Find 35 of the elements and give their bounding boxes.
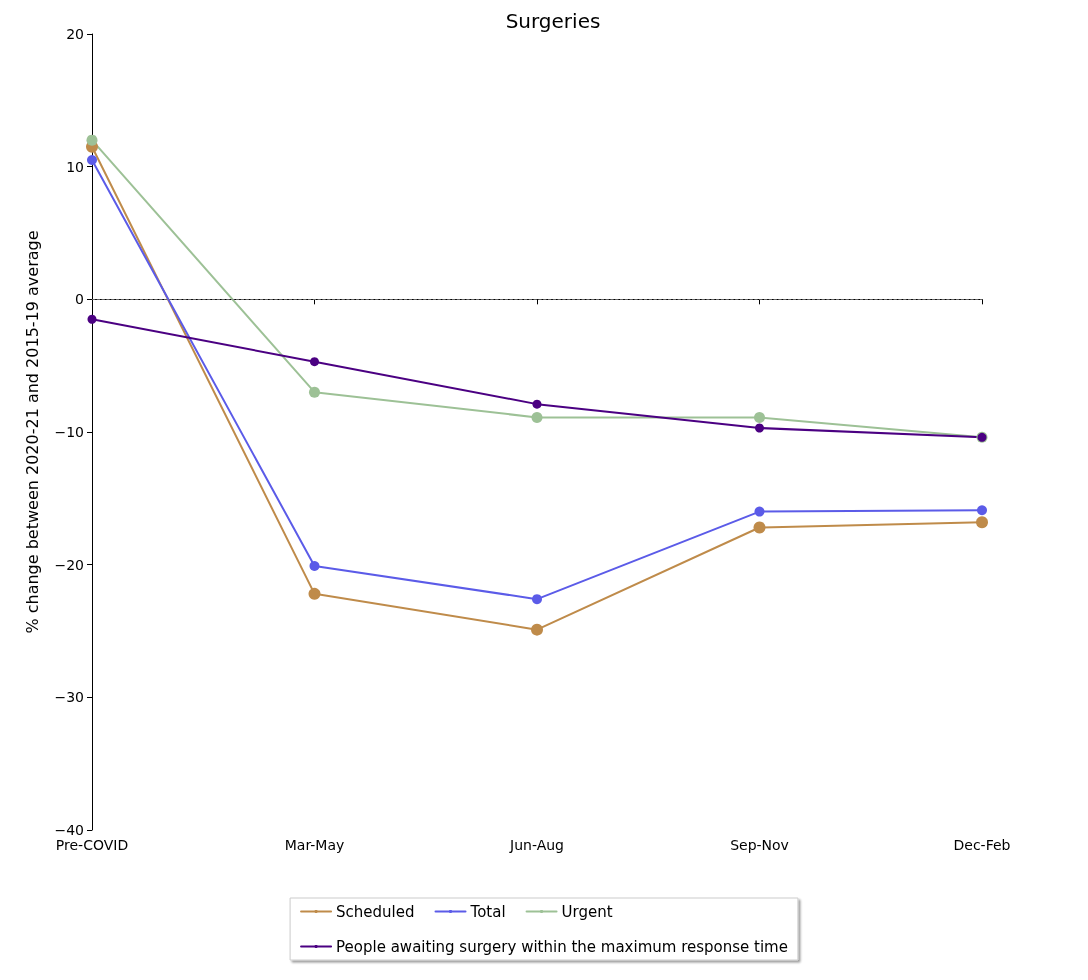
- x-tick-label: Mar-May: [284, 837, 345, 853]
- point: [532, 399, 542, 409]
- y-tick-label: 10: [66, 158, 84, 175]
- point: [532, 594, 542, 605]
- point: [86, 134, 98, 146]
- y-axis-title: % change between 2020-21 and 2015-19 average: [22, 230, 42, 634]
- y-tick-label: −40: [54, 822, 84, 838]
- y-tick-label: 0: [75, 291, 84, 308]
- y-tick-label: 20: [66, 26, 84, 42]
- y-tick-label: −30: [54, 689, 84, 706]
- point: [309, 561, 320, 571]
- point: [754, 411, 765, 423]
- y-tick-label: −10: [54, 424, 84, 440]
- point: [977, 505, 987, 516]
- point: [87, 314, 97, 324]
- chart-title: Surgeries: [505, 9, 601, 33]
- legend-label: Scheduled: [336, 902, 415, 921]
- point: [755, 423, 764, 433]
- point: [310, 357, 319, 367]
- legend-label: Urgent: [561, 902, 613, 921]
- point: [531, 411, 543, 423]
- point: [976, 516, 988, 529]
- point: [309, 386, 320, 398]
- x-tick-label: Pre-COVID: [55, 837, 129, 853]
- x-tick-label: Jun-Aug: [509, 837, 564, 853]
- point: [308, 587, 321, 600]
- point: [753, 521, 766, 534]
- point: [531, 623, 543, 636]
- point: [754, 506, 765, 517]
- x-tick-label: Dec-Feb: [953, 837, 1011, 853]
- legend-label: People awaiting surgery within the maximum response time: [336, 937, 788, 956]
- point: [87, 155, 97, 166]
- legend-label: Total: [469, 902, 506, 921]
- x-tick-label: Sep-Nov: [730, 837, 789, 853]
- y-tick-label: −20: [54, 556, 84, 573]
